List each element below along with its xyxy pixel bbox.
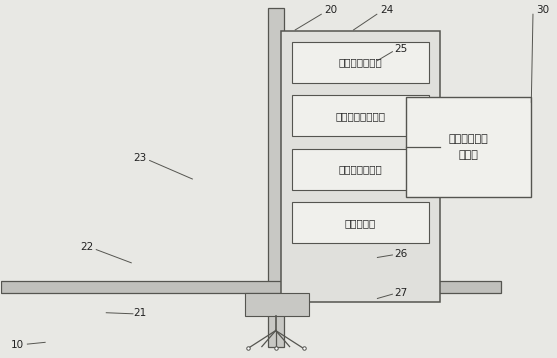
- Text: 10: 10: [11, 340, 24, 350]
- Bar: [292, 202, 428, 243]
- Text: 24: 24: [380, 5, 393, 15]
- Text: 22: 22: [80, 242, 94, 252]
- Text: 信号放大器: 信号放大器: [345, 218, 376, 228]
- Bar: [281, 31, 439, 302]
- Text: 扫描位置控制模块: 扫描位置控制模块: [335, 111, 385, 121]
- Bar: [292, 149, 428, 190]
- Text: 20: 20: [325, 5, 338, 15]
- Bar: [1, 281, 501, 293]
- Bar: [292, 42, 428, 83]
- Text: 21: 21: [133, 308, 146, 318]
- Bar: [245, 293, 309, 316]
- Bar: [268, 8, 284, 347]
- Bar: [406, 97, 531, 197]
- Bar: [292, 95, 428, 136]
- Text: 米波功率成像
计算机: 米波功率成像 计算机: [449, 134, 488, 160]
- Text: 23: 23: [133, 153, 146, 163]
- Text: 30: 30: [536, 5, 549, 15]
- Text: 扫描移动驱动器: 扫描移动驱动器: [339, 57, 382, 67]
- Text: 25: 25: [394, 44, 407, 54]
- Text: 26: 26: [394, 249, 407, 259]
- Text: 电磁波控制模块: 电磁波控制模块: [339, 164, 382, 174]
- Text: 27: 27: [394, 288, 407, 298]
